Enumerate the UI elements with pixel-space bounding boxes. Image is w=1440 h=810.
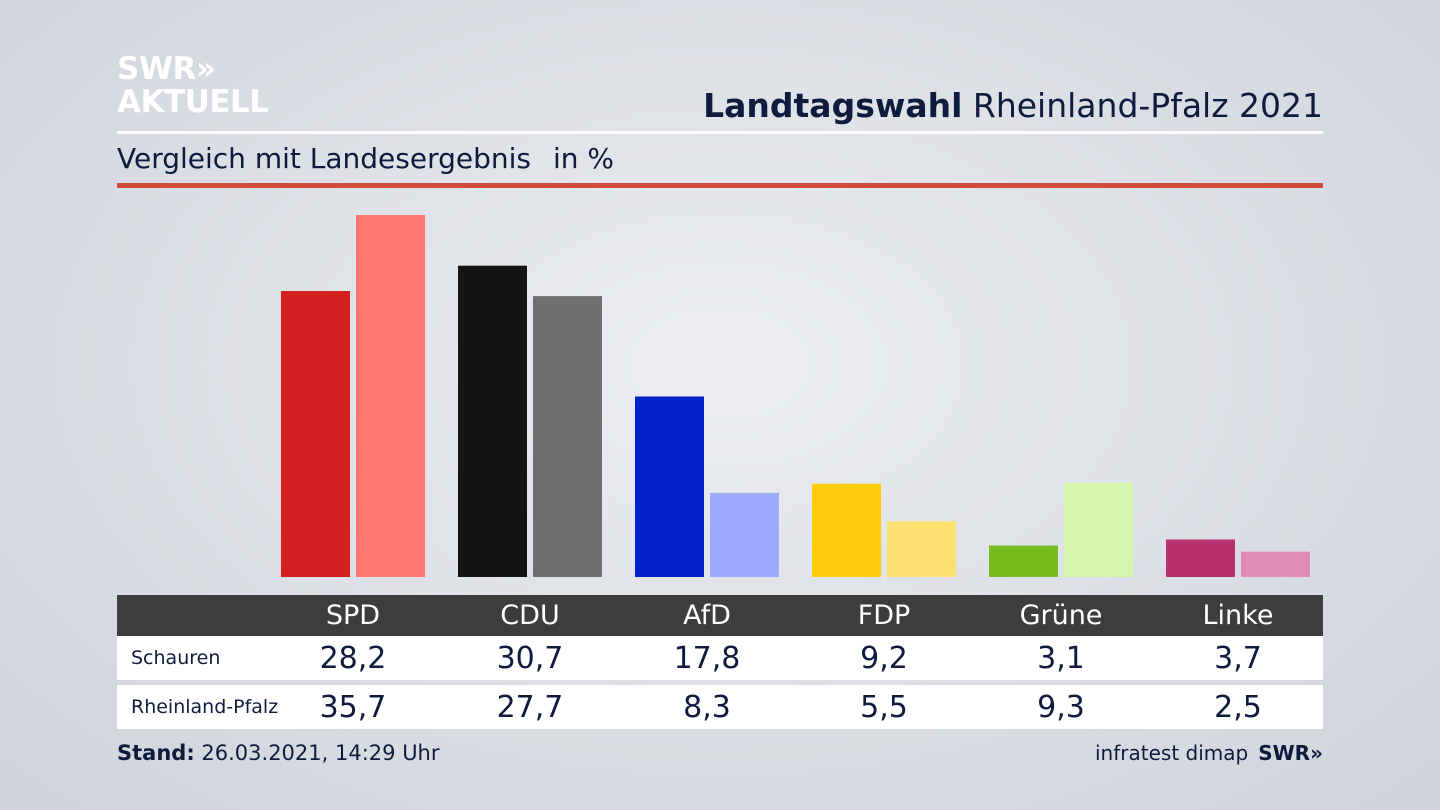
row-label: Schauren — [131, 647, 221, 669]
swr-footer-logo: SWR» — [1258, 741, 1323, 765]
source-credit: infratest dimap SWR» — [1095, 741, 1323, 765]
results-table: SPD CDU AfD FDP Grüne Linke Schauren 28,2 30,7… — [117, 595, 1323, 729]
bar-afd-rlp — [710, 492, 779, 577]
bar-cdu-rlp — [533, 296, 602, 577]
logo-arrows-icon: » — [195, 51, 216, 87]
data-label: 9,2 — [860, 640, 908, 676]
data-label: 8,3 — [683, 689, 731, 725]
data-label: 35,7 — [319, 689, 387, 725]
bar-fdp-schauren — [812, 483, 881, 577]
table-row-rheinland-pfalz: Rheinland-Pfalz 35,7 27,7 8,3 5,5 9,3 2,5 — [117, 685, 1323, 729]
party-header: FDP — [857, 600, 911, 631]
page-title: Landtagswahl Rheinland-Pfalz 2021 — [703, 86, 1323, 125]
table-header-row: SPD CDU AfD FDP Grüne Linke — [117, 595, 1323, 636]
data-label: 9,3 — [1037, 689, 1085, 725]
logo-aktuell: AKTUELL — [117, 84, 269, 120]
table-row-schauren: Schauren 28,2 30,7 17,8 9,2 3,1 3,7 — [117, 636, 1323, 680]
subtitle-text: Vergleich mit Landesergebnis — [117, 142, 531, 175]
stand-label: Stand: — [117, 741, 195, 765]
swr-aktuell-logo: SWR» AKTUELL — [117, 54, 269, 118]
bar-cdu-schauren — [458, 265, 527, 577]
data-label: 2,5 — [1214, 689, 1262, 725]
title-divider — [117, 131, 1323, 134]
party-header: CDU — [500, 600, 560, 631]
chart-subtitle: Vergleich mit Landesergebnis in % — [117, 142, 614, 175]
title-bold: Landtagswahl — [703, 86, 963, 125]
swr-arrows-icon: » — [1310, 741, 1323, 765]
data-label: 27,7 — [496, 689, 564, 725]
party-header: Grüne — [1019, 600, 1103, 631]
data-label: 3,1 — [1037, 640, 1085, 676]
data-label: 17,8 — [673, 640, 741, 676]
subtitle-divider — [117, 183, 1323, 188]
data-label: 28,2 — [319, 640, 387, 676]
bar-spd-schauren — [281, 291, 350, 577]
subtitle-unit: in % — [552, 142, 615, 175]
title-rest: Rheinland-Pfalz 2021 — [972, 86, 1323, 125]
data-label: 5,5 — [860, 689, 908, 725]
stand-value: 26.03.2021, 14:29 Uhr — [201, 741, 440, 765]
bar-linke-schauren — [1166, 539, 1235, 577]
row-label: Rheinland-Pfalz — [131, 696, 279, 718]
bar-grne-schauren — [989, 545, 1058, 577]
data-label: 3,7 — [1214, 640, 1262, 676]
party-header: SPD — [325, 600, 381, 631]
bar-spd-rlp — [356, 215, 425, 577]
timestamp: Stand: 26.03.2021, 14:29 Uhr — [117, 741, 440, 765]
data-label: 30,7 — [496, 640, 564, 676]
bar-linke-rlp — [1241, 551, 1310, 577]
bar-fdp-rlp — [887, 521, 956, 577]
logo-swr: SWR — [117, 51, 196, 87]
bar-grne-rlp — [1064, 482, 1133, 577]
party-header: AfD — [683, 600, 731, 631]
source-text: infratest dimap — [1095, 741, 1249, 765]
bar-afd-schauren — [635, 396, 704, 577]
party-header: Linke — [1202, 600, 1274, 631]
